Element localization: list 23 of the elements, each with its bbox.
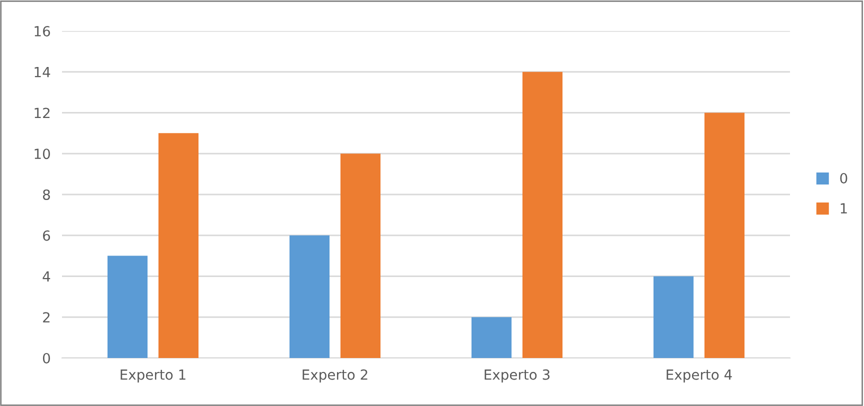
legend-label: 1 <box>840 203 847 214</box>
y-tick-label: 14 <box>34 67 50 78</box>
y-tick-label: 12 <box>34 108 50 118</box>
bar <box>340 154 380 358</box>
bar <box>472 317 512 358</box>
y-tick-label: 0 <box>42 352 50 364</box>
y-tick-label: 4 <box>42 271 50 282</box>
x-tick-label: Experto 3 <box>484 369 550 383</box>
y-tick-label: 8 <box>42 189 50 200</box>
y-tick-label: 16 <box>34 26 50 36</box>
y-tick-label: 10 <box>34 148 50 160</box>
bar <box>108 256 148 358</box>
x-tick-label: Experto 1 <box>120 370 186 383</box>
y-tick-label: 6 <box>43 230 50 241</box>
bar <box>290 235 330 358</box>
bar <box>522 72 562 358</box>
y-tick-label: 2 <box>43 312 50 322</box>
legend-label: 0 <box>840 172 848 184</box>
x-tick-label: Experto 4 <box>666 370 732 383</box>
bar <box>654 276 694 358</box>
x-tick-label: Experto 2 <box>302 369 368 383</box>
bar <box>704 112 744 358</box>
bar <box>158 133 198 358</box>
